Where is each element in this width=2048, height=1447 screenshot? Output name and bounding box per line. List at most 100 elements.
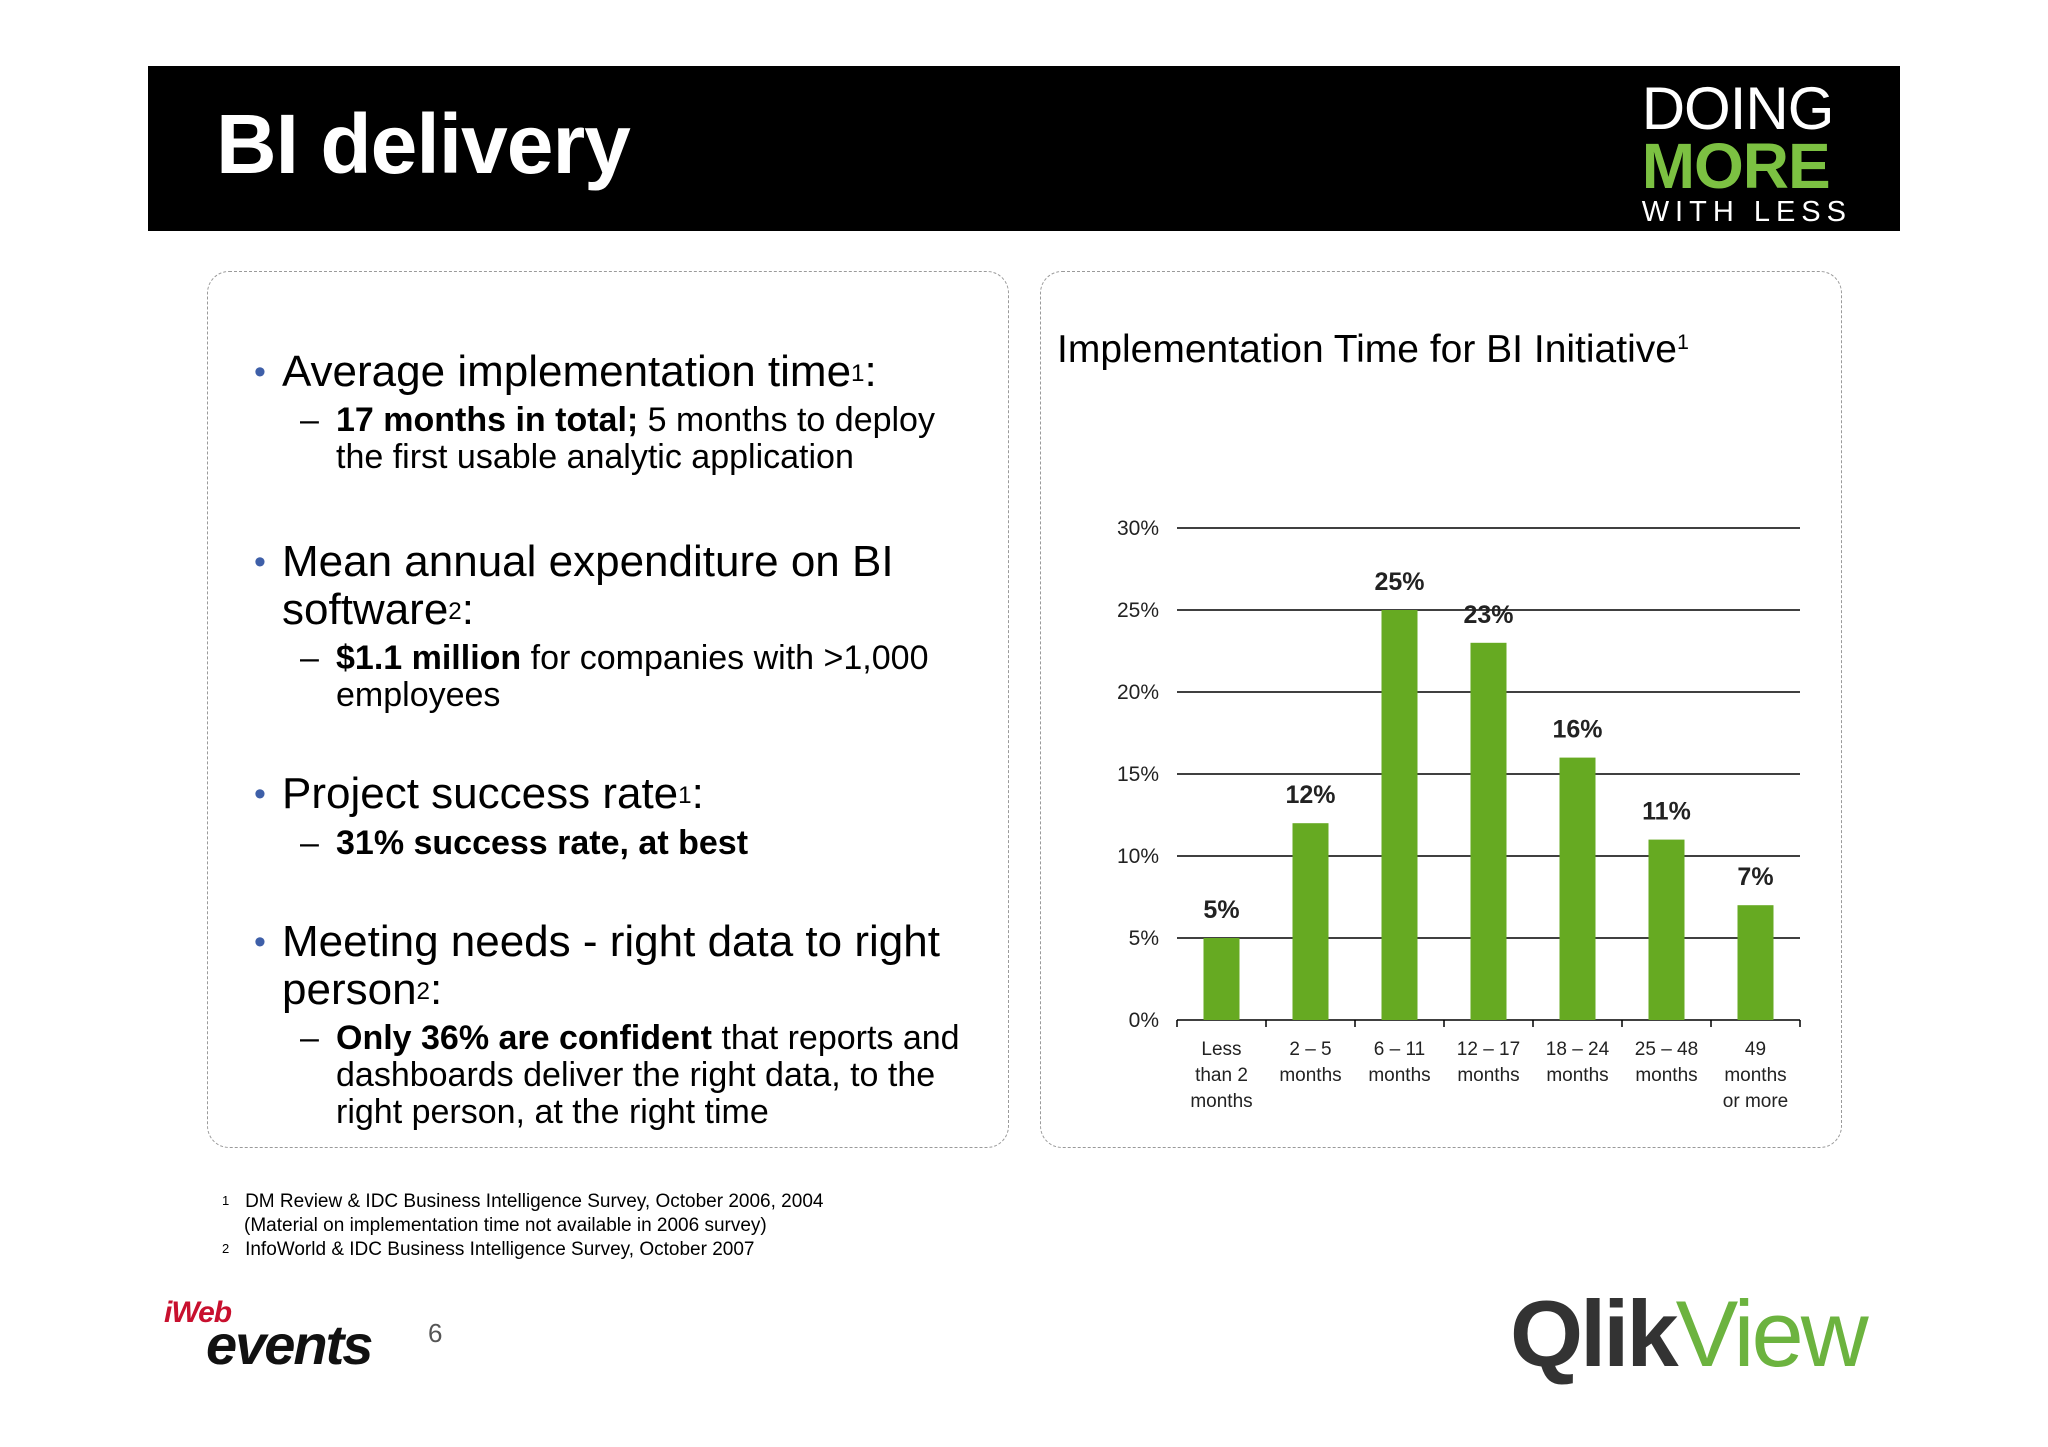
badge-line2: MORE — [1641, 130, 1831, 202]
sub-meeting-needs: – Only 36% are confident that reports an… — [300, 1019, 960, 1131]
x-tick-label: months — [1368, 1065, 1430, 1086]
right-panel — [1040, 271, 1842, 1148]
superscript: 1 — [1676, 330, 1689, 354]
bullet-meeting-needs: • Meeting needs - right data to right pe… — [254, 917, 940, 1014]
x-tick-label: than 2 — [1195, 1065, 1248, 1086]
bar — [1737, 905, 1774, 1020]
x-tick-label: 49 — [1745, 1039, 1766, 1060]
slide-title: BI delivery — [216, 97, 631, 191]
bullet-expenditure: • Mean annual expenditure on BI software… — [254, 537, 894, 634]
data-label: 11% — [1642, 798, 1691, 826]
bullet-text: Average implementation time — [282, 347, 852, 396]
y-tick-label: 20% — [1117, 681, 1159, 704]
footnote-text: DM Review & IDC Business Intelligence Su… — [245, 1191, 824, 1212]
qlik-logo-part2: View — [1675, 1281, 1869, 1386]
chart-title-text: Implementation Time for BI Initiative — [1057, 328, 1677, 371]
sub-expenditure: – $1.1 million for companies with >1,000… — [300, 639, 929, 714]
sub-text: 5 months to deploy — [638, 401, 935, 439]
bar-chart: 0% 5% 10% 15% 20% 25% 30% 5% Less than 2 months 12%… — [1117, 517, 1801, 1112]
page-number: 6 — [428, 1318, 443, 1348]
data-label: 5% — [1203, 896, 1239, 924]
x-tick-label: 25 – 48 — [1635, 1039, 1698, 1060]
iweb-events-logo: iWeb events — [160, 1296, 410, 1376]
dash-glyph: – — [300, 401, 319, 439]
sub-success-rate: – 31% success rate, at best — [300, 824, 749, 862]
x-tick-label: Less — [1201, 1039, 1241, 1060]
badge-line1: DOING — [1641, 75, 1835, 142]
bullet-text: Project success rate — [282, 769, 679, 818]
bullet-tail: : — [864, 347, 877, 396]
data-label: 7% — [1737, 863, 1773, 891]
dash-glyph: – — [300, 1019, 319, 1057]
bullet-text-line2: person — [282, 965, 417, 1014]
bullet-tail: : — [691, 769, 704, 818]
data-label: 25% — [1374, 568, 1424, 596]
x-tick-label: 2 – 5 — [1289, 1039, 1331, 1060]
sub-text-line2: the first usable analytic application — [336, 438, 854, 476]
y-tick-label: 15% — [1117, 763, 1159, 786]
bar — [1203, 938, 1240, 1020]
bullet-tail: : — [430, 965, 443, 1014]
iweb-logo-top: iWeb — [164, 1296, 232, 1329]
left-panel — [207, 271, 1009, 1148]
x-tick-label: 12 – 17 — [1457, 1039, 1520, 1060]
sub-text: for companies with >1,000 — [521, 639, 929, 677]
y-tick-label: 10% — [1117, 845, 1159, 868]
footnote-1b: (Material on implementation time not ava… — [244, 1215, 767, 1236]
sub-bold: 31% success rate, at best — [336, 824, 749, 862]
x-tick-label: months — [1457, 1065, 1519, 1086]
qlikview-logo: QlikView — [1510, 1280, 1869, 1388]
bullet-text-line2: software — [282, 585, 449, 634]
sub-text: that reports and — [712, 1019, 960, 1057]
header-bar: BI delivery DOING MORE WITH LESS — [148, 66, 1900, 231]
sub-bold: $1.1 million — [336, 639, 522, 677]
x-tick-label: 18 – 24 — [1546, 1039, 1610, 1060]
x-tick-label: 6 – 11 — [1374, 1039, 1425, 1060]
superscript: 1 — [678, 782, 692, 809]
bullet-text: Mean annual expenditure on BI — [282, 537, 894, 586]
sub-text-line2: dashboards deliver the right data, to th… — [336, 1056, 936, 1094]
bullet-glyph: • — [254, 353, 266, 391]
sub-bold: Only 36% are confident — [336, 1019, 712, 1057]
bullet-success-rate: • Project success rate1: — [254, 769, 704, 818]
chart-title: Implementation Time for BI Initiative1 — [1057, 328, 1689, 372]
sub-text-line2: employees — [336, 676, 501, 714]
x-tick-label: months — [1724, 1065, 1786, 1086]
x-tick-label: or more — [1723, 1091, 1788, 1112]
footnote-2: 2 InfoWorld & IDC Business Intelligence … — [222, 1238, 754, 1262]
y-tick-label: 25% — [1117, 599, 1159, 622]
data-label: 16% — [1552, 716, 1602, 744]
iweb-logo-bottom: events — [206, 1313, 373, 1376]
qlik-logo-part1: Qlik — [1510, 1281, 1679, 1386]
bar — [1559, 757, 1596, 1020]
sub-avg-implementation: – 17 months in total; 5 months to deploy… — [300, 401, 935, 476]
data-label: 12% — [1285, 781, 1335, 809]
superscript: 2 — [448, 598, 462, 625]
doing-more-with-less-logo: DOING MORE WITH LESS — [1641, 75, 1852, 230]
sub-text-line3: right person, at the right time — [336, 1093, 769, 1131]
bar — [1648, 839, 1685, 1020]
footnote-1: 1 DM Review & IDC Business Intelligence … — [222, 1190, 823, 1214]
dash-glyph: – — [300, 824, 319, 862]
y-tick-label: 30% — [1117, 517, 1159, 540]
bar — [1470, 642, 1507, 1020]
sub-bold: 17 months in total; — [336, 401, 639, 439]
bullet-glyph: • — [254, 775, 266, 813]
y-tick-label: 0% — [1129, 1009, 1159, 1032]
superscript: 1 — [851, 360, 865, 387]
bullet-avg-implementation: • Average implementation time1: — [254, 347, 877, 396]
footnote-text: InfoWorld & IDC Business Intelligence Su… — [245, 1239, 755, 1260]
bullet-glyph: • — [254, 923, 266, 961]
bullet-text: Meeting needs - right data to right — [282, 917, 940, 966]
footnote-mark: 2 — [222, 1241, 230, 1256]
bar — [1381, 610, 1418, 1020]
footnote-mark: 1 — [222, 1193, 230, 1208]
bar — [1292, 823, 1329, 1020]
x-tick-label: months — [1546, 1065, 1608, 1086]
x-tick-label: months — [1635, 1065, 1697, 1086]
x-tick-label: months — [1279, 1065, 1341, 1086]
superscript: 2 — [416, 978, 430, 1005]
dash-glyph: – — [300, 639, 319, 677]
data-label: 23% — [1463, 601, 1513, 629]
y-tick-label: 5% — [1129, 927, 1159, 950]
